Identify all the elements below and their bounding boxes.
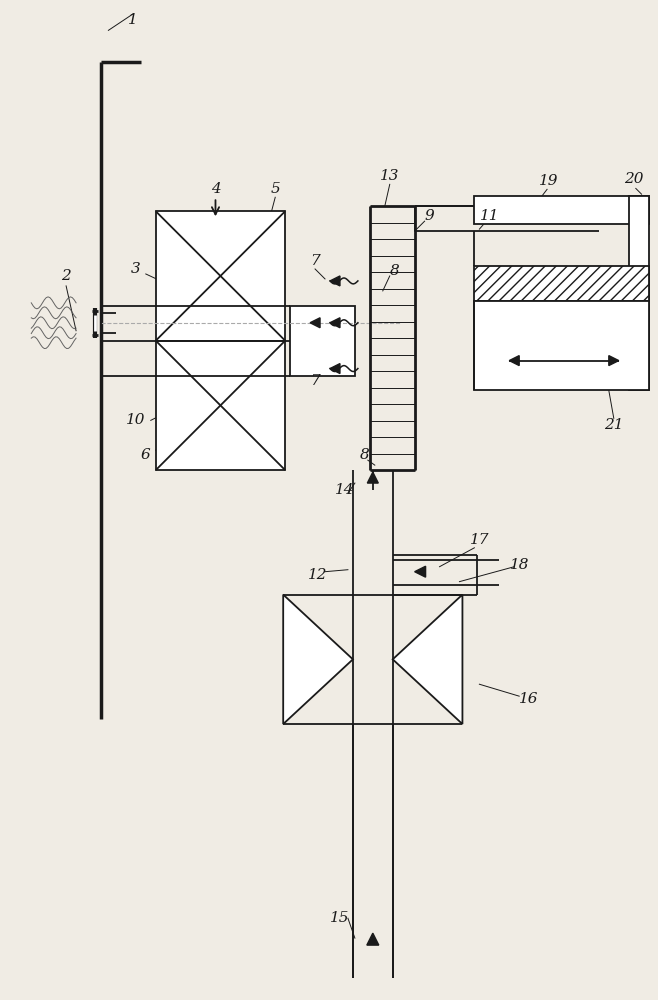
- Text: 16: 16: [519, 692, 539, 706]
- Text: 13: 13: [380, 169, 399, 183]
- Text: 19: 19: [540, 174, 559, 188]
- Text: 1: 1: [128, 13, 138, 27]
- Text: 7: 7: [310, 254, 320, 268]
- Text: 7: 7: [310, 374, 320, 388]
- Bar: [629, 196, 649, 390]
- Text: 3: 3: [131, 262, 141, 276]
- Text: 6: 6: [141, 448, 151, 462]
- Text: 18: 18: [509, 558, 529, 572]
- Polygon shape: [415, 566, 426, 577]
- Text: 15: 15: [330, 911, 349, 925]
- Polygon shape: [367, 933, 379, 945]
- Polygon shape: [330, 364, 340, 374]
- Bar: [474, 301, 649, 390]
- Polygon shape: [609, 356, 619, 366]
- Text: 17: 17: [470, 533, 489, 547]
- Text: 10: 10: [126, 413, 145, 427]
- Bar: [474, 196, 649, 224]
- Text: 21: 21: [604, 418, 624, 432]
- Text: 9: 9: [424, 209, 434, 223]
- Text: 2: 2: [61, 269, 71, 283]
- Polygon shape: [283, 595, 353, 724]
- Polygon shape: [330, 276, 340, 286]
- Text: 8: 8: [360, 448, 370, 462]
- Bar: [474, 266, 649, 301]
- Text: 12: 12: [309, 568, 328, 582]
- Polygon shape: [310, 318, 320, 328]
- Text: 20: 20: [624, 172, 644, 186]
- Text: 5: 5: [270, 182, 280, 196]
- Bar: [290, 306, 355, 376]
- Bar: [156, 341, 285, 470]
- Polygon shape: [367, 472, 378, 483]
- Polygon shape: [509, 356, 519, 366]
- Text: 14: 14: [335, 483, 355, 497]
- Polygon shape: [393, 595, 463, 724]
- Text: 11: 11: [480, 209, 499, 223]
- Text: 4: 4: [211, 182, 220, 196]
- Text: 8: 8: [390, 264, 399, 278]
- Polygon shape: [330, 318, 340, 328]
- Bar: [156, 211, 285, 341]
